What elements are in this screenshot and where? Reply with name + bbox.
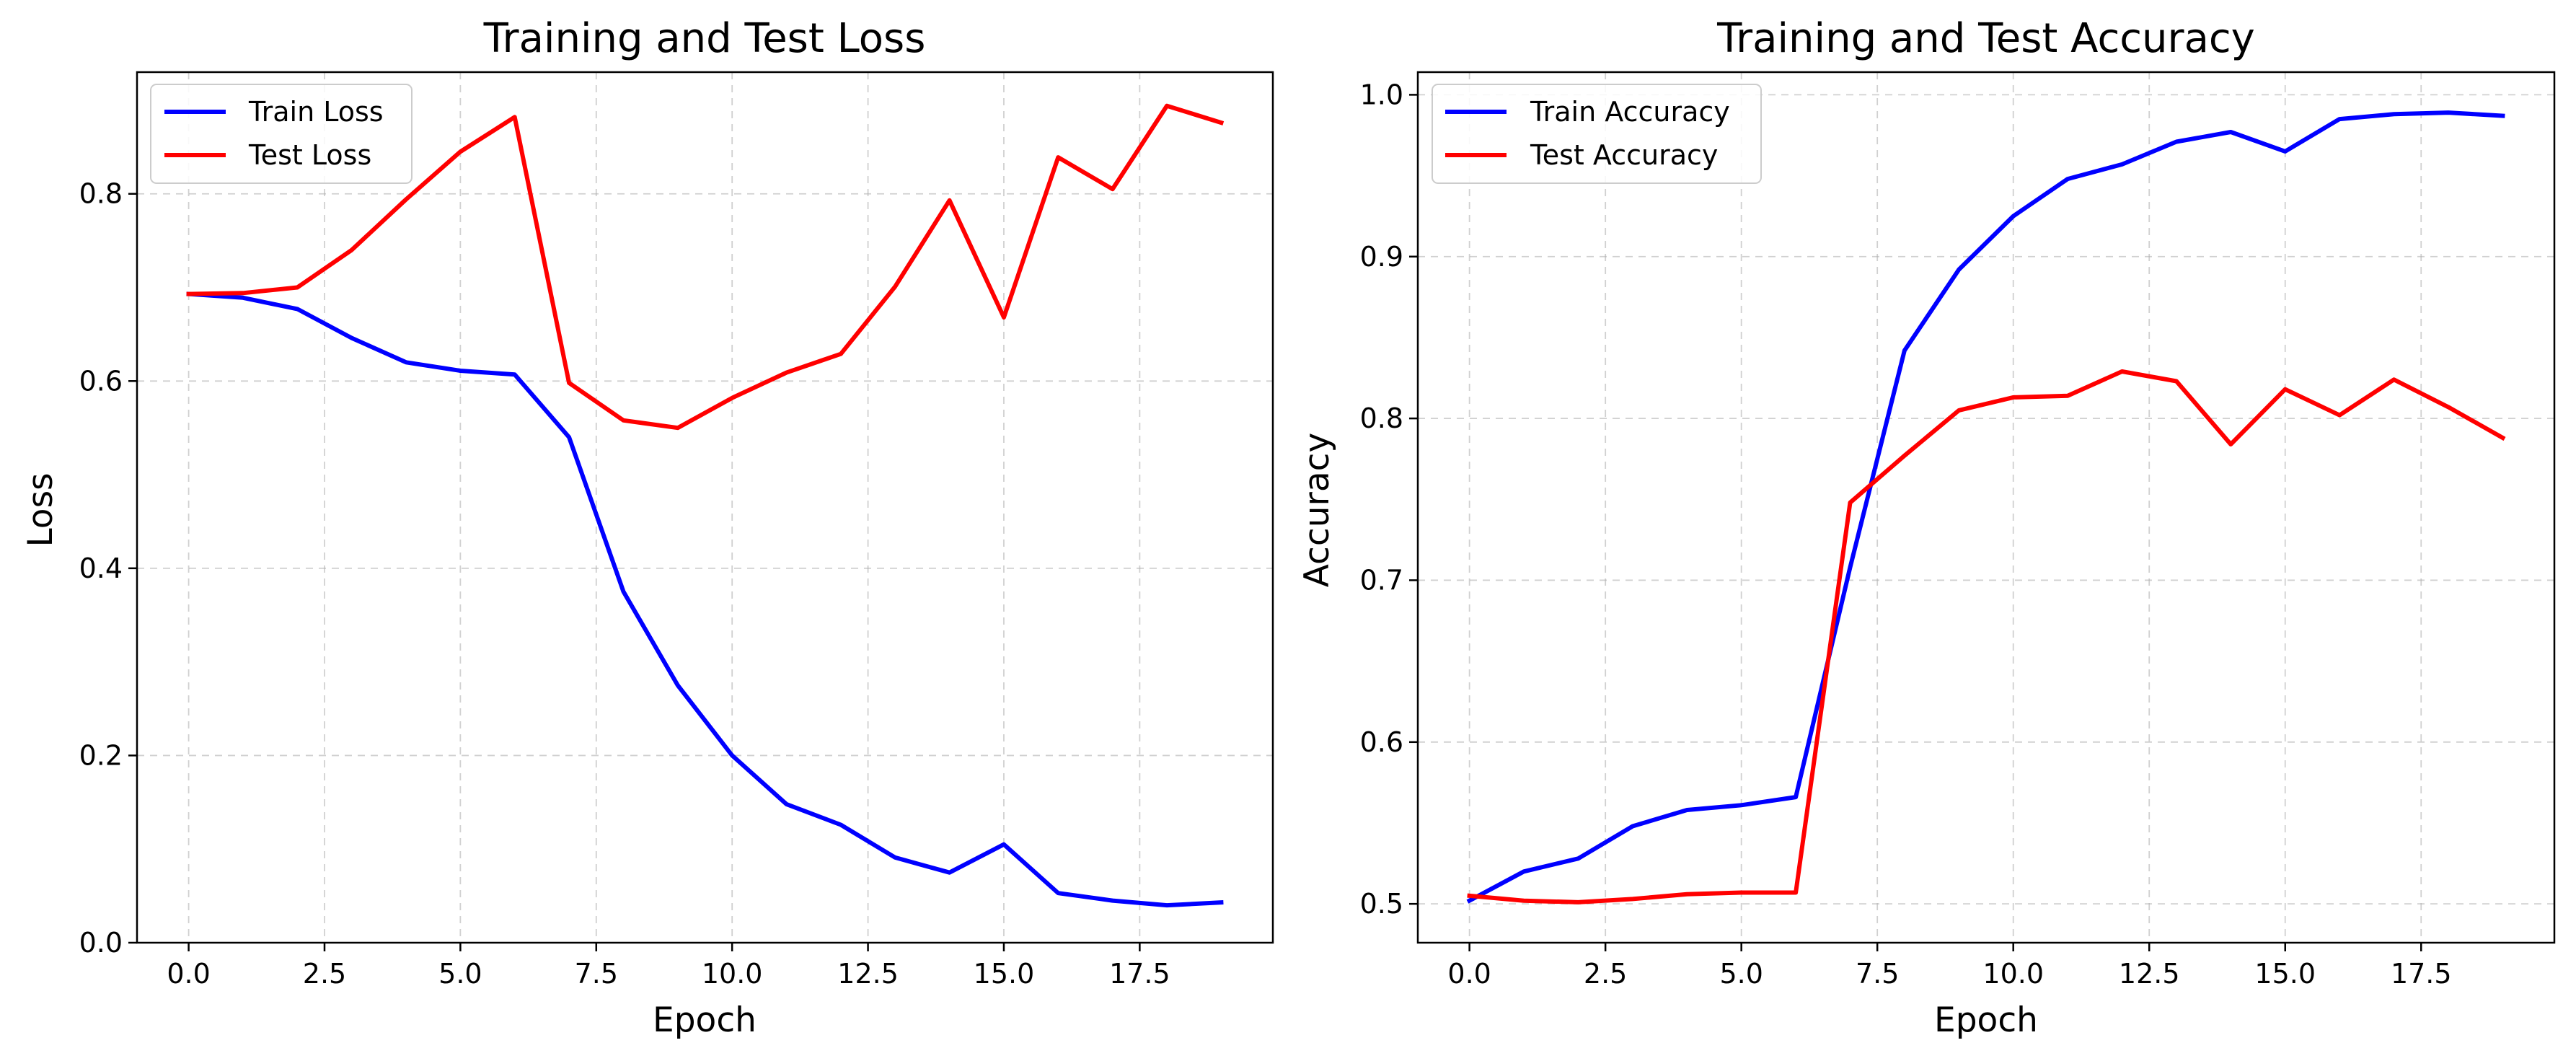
accuracy-ticks: 0.0 2.5 5.0 7.5 10.0 12.5 15.0 17.5 0.5 0.6 0.7 0.8… [1360,79,2452,990]
accuracy-plot-frame [1416,71,2556,944]
loss-chart-title: Training and Test Loss [483,15,926,62]
loss-series [186,103,1225,908]
accuracy-x-tick-label: 15.0 [2254,958,2316,990]
loss-x-tick-label: 7.5 [575,958,618,990]
loss-y-tick-label: 0.8 [79,178,123,210]
accuracy-series [1466,110,2506,904]
accuracy-legend-label-test: Test Accuracy [1530,139,1718,171]
loss-x-axis-label: Epoch [653,1000,757,1040]
loss-plot-frame [136,71,1274,944]
loss-x-tick-label: 5.0 [438,958,482,990]
loss-chart: Training and Test Loss Epoch Loss 0.0 2.5… [21,15,1274,1040]
loss-grid [137,72,1273,943]
accuracy-x-tick-label: 10.0 [1982,958,2044,990]
loss-x-tick-label: 12.5 [837,958,899,990]
accuracy-x-tick-label: 7.5 [1856,958,1899,990]
loss-x-tick-label: 0.0 [167,958,210,990]
accuracy-y-tick-label: 0.7 [1360,564,1403,596]
loss-x-tick-label: 10.0 [702,958,763,990]
loss-legend-label-test: Test Loss [248,139,371,171]
accuracy-y-tick-label: 0.8 [1360,402,1403,434]
accuracy-y-tick-label: 0.5 [1360,888,1403,920]
accuracy-x-tick-label: 0.0 [1447,958,1491,990]
loss-x-tick-label: 2.5 [303,958,346,990]
loss-legend-box [150,84,413,184]
loss-y-tick-label: 0.6 [79,365,123,397]
accuracy-x-tick-label: 17.5 [2391,958,2452,990]
accuracy-x-axis-label: Epoch [1934,1000,2038,1040]
loss-x-tick-label: 17.5 [1109,958,1170,990]
loss-x-tick-label: 15.0 [974,958,1035,990]
loss-y-tick-label: 0.2 [79,739,123,771]
loss-legend-label-train: Train Loss [248,96,384,128]
accuracy-y-axis-label: Accuracy [1297,433,1337,588]
loss-series-line-test [186,103,1225,431]
accuracy-series-line-train [1466,110,2505,904]
loss-legend: Train Loss Test Loss [150,84,413,184]
loss-y-tick-label: 0.0 [79,927,123,959]
loss-series-line-train [186,291,1224,908]
accuracy-legend: Train Accuracy Test Accuracy [1432,84,1762,184]
accuracy-chart-title: Training and Test Accuracy [1716,15,2255,62]
accuracy-x-tick-label: 5.0 [1719,958,1763,990]
loss-y-tick-label: 0.4 [79,552,123,584]
loss-y-axis-label: Loss [21,472,61,547]
accuracy-y-tick-label: 0.6 [1360,726,1403,758]
accuracy-y-tick-label: 1.0 [1360,79,1403,110]
accuracy-chart: Training and Test Accuracy Epoch Accurac… [1297,15,2556,1040]
accuracy-y-tick-label: 0.9 [1360,241,1403,273]
accuracy-series-line-test [1467,369,2506,904]
accuracy-x-tick-label: 2.5 [1584,958,1627,990]
loss-ticks: 0.0 2.5 5.0 7.5 10.0 12.5 15.0 17.5 0.0 0.2 0.4 0.6… [79,178,1170,990]
accuracy-legend-box [1432,84,1762,184]
accuracy-x-tick-label: 12.5 [2119,958,2180,990]
accuracy-legend-label-train: Train Accuracy [1530,96,1730,128]
